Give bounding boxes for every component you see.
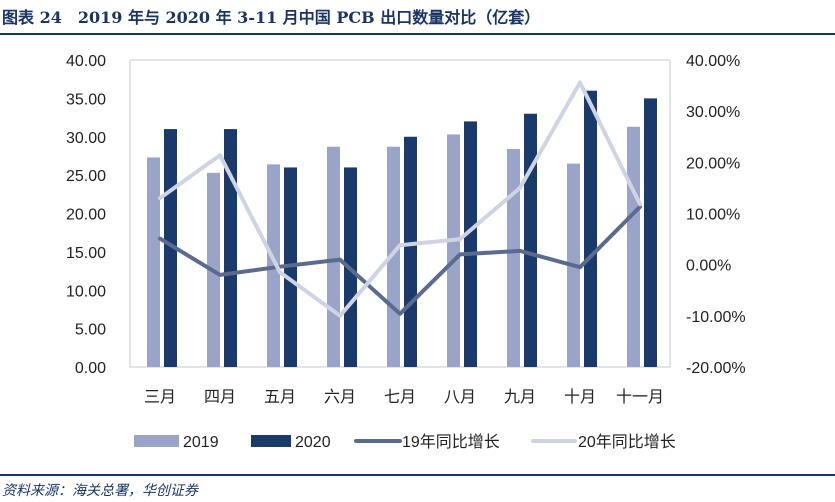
y-left-tick-label: 30.00 — [66, 130, 106, 147]
y-left-tick-label: 35.00 — [66, 91, 106, 108]
bar-2020-八月 — [464, 121, 477, 368]
legend-label-19: 19年同比增长 — [402, 433, 500, 451]
x-category-label: 六月 — [324, 387, 356, 406]
bar-2020-四月 — [224, 129, 237, 367]
bottom-rule — [0, 474, 835, 476]
y-left-tick-label: 5.00 — [75, 322, 106, 339]
bar-2020-十一月 — [644, 98, 657, 367]
legend-label-20: 20年同比增长 — [578, 433, 676, 451]
x-category-label: 四月 — [204, 387, 236, 406]
y-right-tick-label: 20.00% — [686, 155, 740, 172]
y-left-tick-label: 20.00 — [66, 207, 106, 224]
figure-title: 图表 24 2019 年与 2020 年 3-11 月中国 PCB 出口数量对比… — [2, 8, 541, 27]
line-19年同比增长 — [158, 204, 642, 316]
x-category-label: 八月 — [444, 387, 476, 406]
title-rule — [0, 33, 835, 35]
x-category-label: 十一月 — [616, 387, 664, 406]
x-category-label: 三月 — [144, 387, 176, 406]
y-left-tick-label: 25.00 — [66, 168, 106, 185]
bar-2020-七月 — [404, 136, 417, 367]
x-category-label: 五月 — [264, 387, 296, 406]
bar-2019-九月 — [507, 149, 520, 367]
y-left-tick-label: 40.00 — [66, 53, 106, 70]
source-note: 资料来源：海关总署，华创证券 — [2, 483, 198, 499]
bar-2019-六月 — [327, 146, 340, 367]
y-right-tick-label: 30.00% — [686, 104, 740, 121]
x-category-label: 十月 — [564, 387, 596, 406]
legend-swatch-2020 — [251, 435, 291, 447]
legend-label-2020: 2020 — [295, 434, 331, 451]
y-right-tick-label: 0.00% — [686, 258, 731, 275]
x-category-label: 七月 — [384, 387, 416, 406]
x-category-label: 九月 — [504, 387, 536, 406]
y-right-tick-label: 40.00% — [686, 53, 740, 70]
legend-label-2019: 2019 — [183, 434, 219, 451]
chart-canvas: 0.00 5.00 10.00 15.00 20.00 25.00 30.00 35.00 40… — [66, 53, 746, 451]
bar-2019-八月 — [447, 134, 460, 367]
y-left-tick-label: 10.00 — [66, 283, 106, 300]
y-left-tick-label: 15.00 — [66, 245, 106, 262]
y-right-tick-label: 10.00% — [686, 207, 740, 224]
bar-2020-十月 — [584, 90, 597, 367]
bar-2019-三月 — [147, 157, 160, 367]
line-20年同比增长 — [158, 80, 642, 318]
bar-2020-九月 — [524, 113, 537, 367]
bar-2019-十一月 — [627, 126, 640, 368]
y-right-tick-label: -20.00% — [686, 360, 746, 377]
y-left-tick-label: 0.00 — [75, 360, 106, 377]
y-right-tick-label: -10.00% — [686, 309, 746, 326]
legend-swatch-2019 — [134, 435, 179, 447]
